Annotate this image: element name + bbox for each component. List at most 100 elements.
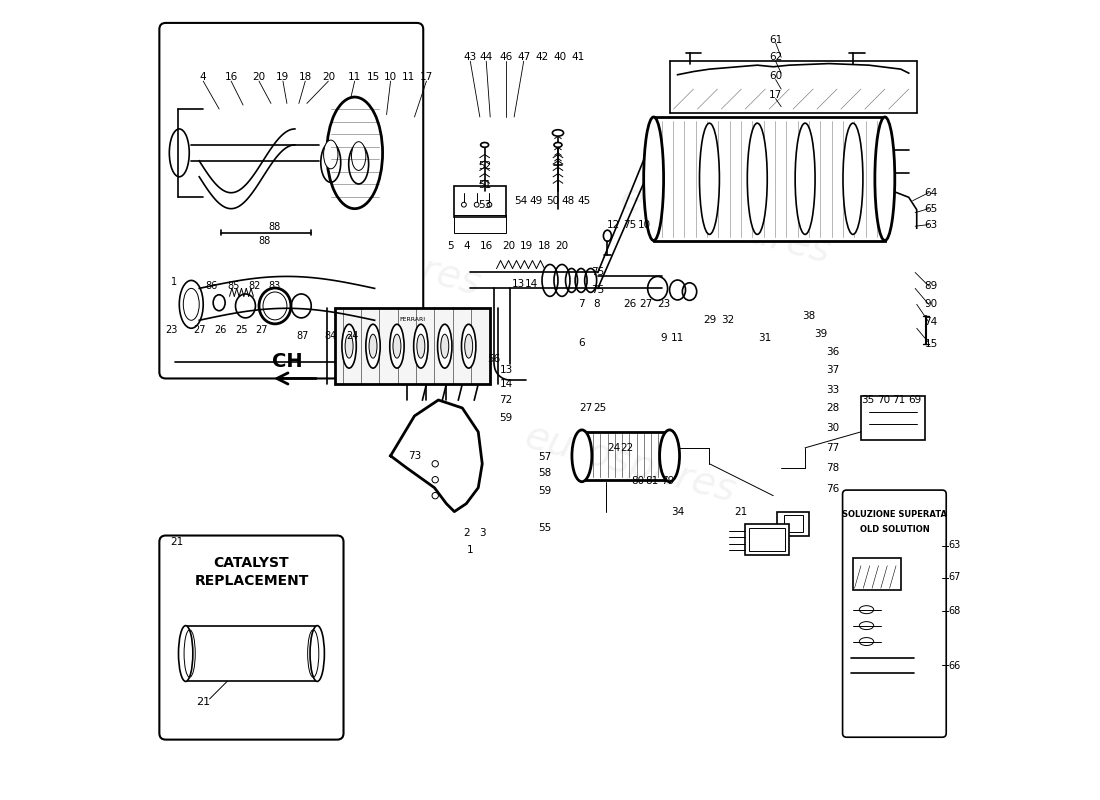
Text: 19: 19: [276, 72, 289, 82]
Ellipse shape: [874, 117, 894, 241]
Ellipse shape: [572, 430, 592, 482]
Text: 27: 27: [580, 403, 593, 413]
Text: 57: 57: [538, 452, 551, 462]
Bar: [749, 527, 785, 551]
Ellipse shape: [660, 430, 680, 482]
Text: CATALYST
REPLACEMENT: CATALYST REPLACEMENT: [195, 556, 309, 588]
Text: 18: 18: [538, 241, 551, 251]
FancyBboxPatch shape: [160, 23, 424, 378]
Text: 24: 24: [346, 331, 359, 342]
Ellipse shape: [310, 626, 324, 682]
Text: 33: 33: [826, 385, 839, 394]
Text: 75: 75: [623, 220, 636, 230]
Text: 67: 67: [948, 572, 961, 582]
Text: 77: 77: [826, 443, 839, 453]
Text: CH: CH: [272, 352, 302, 371]
Text: 37: 37: [826, 365, 839, 374]
Text: 24: 24: [607, 443, 620, 453]
Text: eurospares: eurospares: [616, 178, 835, 271]
Text: 88: 88: [258, 235, 271, 246]
Bar: [653, 117, 884, 241]
Text: 51: 51: [478, 180, 492, 190]
Ellipse shape: [464, 334, 473, 358]
Ellipse shape: [462, 324, 476, 368]
Text: 2: 2: [463, 528, 470, 538]
Text: 27: 27: [639, 299, 652, 310]
Text: 86: 86: [205, 281, 218, 291]
Text: 28: 28: [826, 403, 839, 413]
Text: 13: 13: [499, 365, 513, 374]
Text: 48: 48: [562, 196, 575, 206]
Text: 26: 26: [623, 299, 636, 310]
Text: 31: 31: [759, 333, 772, 343]
Text: 26: 26: [214, 325, 227, 335]
Text: 45: 45: [578, 196, 591, 206]
Text: 32: 32: [722, 315, 735, 326]
Ellipse shape: [438, 324, 452, 368]
Text: 10: 10: [384, 72, 397, 82]
Bar: [334, 308, 491, 384]
Text: 6: 6: [579, 338, 585, 347]
Text: 46: 46: [499, 52, 513, 62]
Ellipse shape: [345, 334, 353, 358]
Text: 76: 76: [826, 484, 839, 494]
Text: eurospares: eurospares: [265, 210, 484, 303]
Bar: [778, 512, 810, 535]
Ellipse shape: [366, 324, 381, 368]
Text: 44: 44: [480, 52, 493, 62]
Text: 55: 55: [538, 522, 551, 533]
Bar: [783, 515, 803, 532]
Ellipse shape: [178, 626, 192, 682]
Text: 17: 17: [420, 72, 433, 82]
Text: 4: 4: [200, 72, 207, 82]
Text: 15: 15: [924, 339, 937, 349]
Ellipse shape: [323, 140, 338, 169]
Ellipse shape: [554, 142, 562, 147]
Text: 25: 25: [594, 403, 607, 413]
Ellipse shape: [747, 123, 767, 234]
Ellipse shape: [389, 324, 404, 368]
Text: 89: 89: [924, 281, 937, 291]
Text: 1: 1: [170, 277, 177, 287]
Text: 25: 25: [235, 325, 248, 335]
Ellipse shape: [352, 142, 366, 170]
Bar: [746, 523, 789, 555]
Text: 21: 21: [170, 537, 184, 547]
Text: 22: 22: [620, 443, 634, 453]
Ellipse shape: [414, 324, 428, 368]
Bar: [454, 186, 506, 217]
Ellipse shape: [327, 97, 383, 209]
Text: 40: 40: [553, 52, 566, 62]
Text: 47: 47: [517, 52, 530, 62]
Text: 11: 11: [402, 72, 415, 82]
Text: 78: 78: [826, 462, 839, 473]
Text: 85: 85: [228, 281, 240, 291]
Text: 23: 23: [658, 299, 671, 310]
Text: 20: 20: [556, 241, 569, 251]
Text: 18: 18: [298, 72, 312, 82]
Text: 72: 72: [499, 395, 513, 405]
Text: 43: 43: [464, 52, 477, 62]
Ellipse shape: [481, 142, 488, 147]
Text: 16: 16: [480, 241, 493, 251]
Text: 49: 49: [530, 196, 543, 206]
Text: 38: 38: [803, 311, 816, 322]
Text: 65: 65: [924, 204, 937, 214]
Text: OLD SOLUTION: OLD SOLUTION: [859, 526, 930, 534]
Text: eurospares: eurospares: [520, 418, 739, 510]
Text: 12: 12: [607, 220, 620, 230]
Text: 7: 7: [579, 299, 585, 310]
Text: 61: 61: [769, 34, 782, 45]
Text: 20: 20: [253, 72, 265, 82]
Ellipse shape: [552, 130, 563, 136]
Text: 84: 84: [324, 331, 337, 342]
Text: 90: 90: [924, 299, 937, 310]
Bar: [852, 558, 901, 590]
Text: 79: 79: [661, 476, 674, 486]
Text: 63: 63: [948, 540, 961, 550]
Text: 13: 13: [512, 279, 525, 290]
Ellipse shape: [843, 123, 862, 234]
Text: 64: 64: [924, 188, 937, 198]
Text: 35: 35: [860, 395, 873, 405]
Bar: [186, 626, 317, 682]
